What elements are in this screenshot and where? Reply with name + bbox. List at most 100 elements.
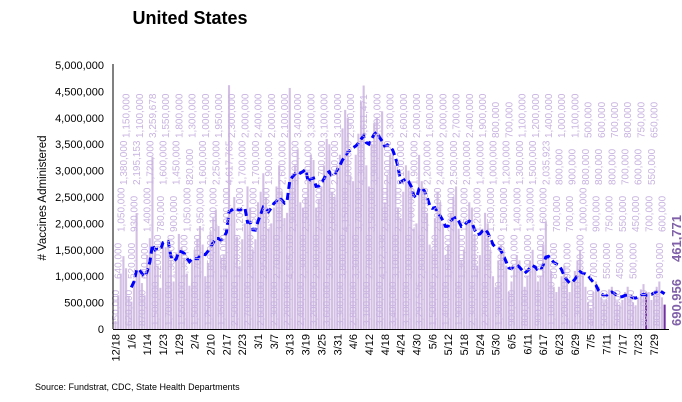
data-label: 1,700,000	[251, 140, 262, 185]
data-label: 1,200,000	[473, 187, 484, 232]
data-label: 1,350,000	[217, 281, 228, 326]
data-label: 750,000	[636, 101, 647, 138]
bar	[299, 202, 302, 329]
data-label: 3,900,000	[370, 140, 381, 185]
bar	[151, 156, 154, 329]
data-label: 3,300,000	[351, 234, 362, 279]
y-tick-label: 1,000,000	[55, 271, 104, 283]
x-tick-label: 4/30	[411, 334, 423, 355]
bar	[410, 186, 413, 329]
bar	[183, 257, 186, 329]
bar	[568, 292, 571, 329]
bar	[320, 186, 323, 329]
bar	[278, 165, 281, 329]
bar	[505, 265, 508, 329]
data-label: 900,000	[568, 148, 579, 185]
bar	[333, 197, 336, 329]
x-tick-label: 6/29	[570, 334, 582, 355]
data-label: 3,300,000	[306, 93, 317, 138]
bar	[370, 144, 373, 329]
data-label: 4,122,338	[378, 234, 389, 279]
data-label: 2,400,000	[254, 93, 265, 138]
source-note: Source: Fundstrat, CDC, State Health Dep…	[35, 382, 240, 392]
y-tick-labels: 0 500,000 1,000,000 1,500,000 2,000,000 2,500…	[55, 60, 104, 336]
bar	[663, 304, 666, 329]
data-label: 1,900,000	[478, 93, 489, 138]
bar	[594, 281, 598, 329]
bar	[119, 273, 122, 329]
x-tick-label: 12/18	[111, 334, 123, 362]
data-label: 800,000	[652, 289, 663, 326]
bar	[404, 165, 407, 329]
data-label: 2,300,000	[269, 281, 280, 326]
bar	[484, 212, 487, 329]
bar	[325, 138, 328, 329]
bar	[196, 239, 199, 329]
bar	[257, 202, 260, 329]
bar	[225, 228, 228, 329]
data-label: 2,200,000	[481, 281, 492, 326]
x-tick-label: 3/25	[316, 334, 328, 355]
data-label: 2,800,000	[417, 234, 428, 279]
data-label: 1,750,000	[232, 234, 243, 279]
bar	[623, 292, 627, 329]
data-label: 450,000	[631, 195, 642, 232]
bar	[286, 212, 289, 329]
data-label: 700,000	[552, 195, 563, 232]
bar	[357, 133, 360, 329]
data-label: 3,100,000	[291, 140, 302, 185]
bar	[629, 294, 632, 329]
x-tick-label: 6/23	[554, 334, 566, 355]
x-tick-label: 4/6	[348, 334, 360, 349]
x-tick-label: 7/5	[586, 334, 598, 349]
bar	[249, 207, 252, 329]
data-label: 2,195,153	[132, 140, 143, 185]
data-label: 2,100,000	[430, 234, 441, 279]
data-label: 520,000	[127, 242, 138, 279]
bar	[307, 175, 310, 329]
bar	[217, 226, 220, 329]
x-tick-label: 4/12	[364, 334, 376, 355]
bar	[143, 295, 146, 329]
data-label: 700,000	[621, 148, 632, 185]
data-label: 2,400,000	[296, 281, 307, 326]
data-label: 2,000,000	[267, 93, 278, 138]
bar	[460, 260, 463, 329]
bar	[502, 249, 505, 329]
bar	[328, 144, 331, 329]
bar	[291, 175, 294, 329]
bar	[579, 249, 582, 329]
bar	[420, 181, 423, 329]
bar	[557, 286, 561, 329]
bar	[238, 265, 241, 329]
bar	[423, 191, 426, 329]
bar	[272, 207, 275, 329]
bar	[608, 289, 611, 329]
data-label: 2,700,000	[317, 140, 328, 185]
data-label: 600,000	[658, 195, 669, 232]
bar	[338, 154, 341, 329]
y-tick-label: 3,000,000	[55, 166, 104, 178]
data-label: 2,600,000	[433, 187, 444, 232]
data-label: 4,000,000	[343, 140, 354, 185]
data-label: 2,900,000	[383, 140, 394, 185]
data-label: 2,100,000	[280, 93, 291, 138]
data-label: 2,200,000	[446, 187, 457, 232]
data-label: 900,000	[592, 195, 603, 232]
data-label: 2,300,000	[298, 234, 309, 279]
bar	[317, 199, 320, 329]
data-label: 1,200,000	[502, 140, 513, 185]
bar	[560, 276, 563, 329]
data-label: 1,500,000	[528, 140, 539, 185]
data-label: 1,000,000	[201, 93, 212, 138]
bar	[605, 299, 608, 329]
data-label: 2,000,000	[438, 93, 449, 138]
data-label: 3,259,678	[148, 93, 159, 138]
data-label: 1,720,000	[145, 140, 156, 185]
data-label: 1,600,000	[496, 234, 507, 279]
bar	[597, 286, 600, 329]
data-label: 1,100,000	[518, 93, 529, 138]
data-label: 2,700,000	[364, 234, 375, 279]
data-label: 2,300,000	[394, 187, 405, 232]
data-label: 2,600,000	[399, 93, 410, 138]
